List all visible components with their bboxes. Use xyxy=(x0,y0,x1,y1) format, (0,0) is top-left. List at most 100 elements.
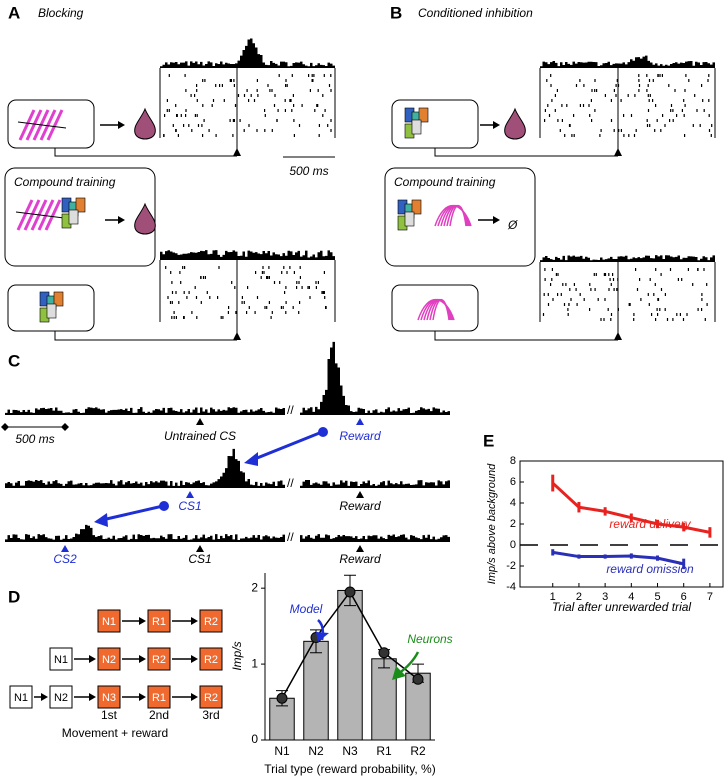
arrow-head xyxy=(118,121,125,129)
y-tick-label: 8 xyxy=(510,455,516,467)
spike-histogram xyxy=(300,534,450,542)
ordinal-label: 3rd xyxy=(202,708,219,722)
y-axis-label: Imp/s above background xyxy=(486,463,498,584)
diagram-node xyxy=(49,685,73,709)
bar xyxy=(371,658,397,741)
stimulus-stripe xyxy=(39,109,57,141)
spike-histogram xyxy=(540,55,715,68)
arrow-head xyxy=(89,655,96,663)
stimulus-block xyxy=(418,107,429,123)
arrow-head xyxy=(41,693,48,701)
scale-end xyxy=(61,423,69,431)
stimulus-stripe xyxy=(23,199,41,231)
event-marker xyxy=(61,545,69,552)
raster-dots xyxy=(542,268,708,321)
stimulus-line xyxy=(15,211,65,219)
node-label: N1 xyxy=(54,654,68,666)
stimulus-block xyxy=(411,119,422,135)
spike-histogram xyxy=(160,38,335,68)
bracket xyxy=(54,148,237,157)
y-axis-label: Imp/s xyxy=(230,641,244,670)
event-marker xyxy=(186,491,194,498)
node-label: N2 xyxy=(102,654,116,666)
raster-dots xyxy=(163,74,332,137)
event-marker xyxy=(233,332,241,340)
event-marker xyxy=(196,418,204,425)
annotation: Neurons xyxy=(407,632,452,646)
panel-label: D xyxy=(8,587,20,606)
x-tick-label: R2 xyxy=(410,744,426,758)
y-tick-label: 4 xyxy=(510,497,516,509)
diagram-node xyxy=(199,685,223,709)
arrow-origin xyxy=(159,501,169,511)
y-tick-label: 0 xyxy=(251,732,258,746)
diagram-node xyxy=(97,685,121,709)
spike-histogram xyxy=(5,448,285,488)
diagram-node xyxy=(147,609,171,633)
arrow-head xyxy=(89,693,96,701)
diagram-node xyxy=(147,647,171,671)
stimulus-stripe xyxy=(25,109,43,141)
bracket xyxy=(434,331,618,341)
event-label: Reward xyxy=(339,429,381,443)
arrow xyxy=(101,504,164,522)
y-tick-label: 2 xyxy=(251,580,258,594)
stimulus-scribble xyxy=(432,299,450,321)
stimulus-block xyxy=(68,209,79,225)
spike-histogram xyxy=(5,524,285,542)
model-point xyxy=(344,586,356,598)
node-label: R2 xyxy=(204,616,218,628)
compound-box xyxy=(4,167,156,267)
stimulus-stripe xyxy=(37,199,55,231)
compound-box xyxy=(384,167,536,267)
stimulus-box xyxy=(7,99,95,149)
diagram-node xyxy=(97,609,121,633)
event-marker xyxy=(614,148,622,156)
reward-drop xyxy=(134,107,156,140)
stimulus-line xyxy=(17,121,67,129)
bracket xyxy=(434,148,618,157)
stimulus-stripe xyxy=(46,109,64,141)
event-marker xyxy=(356,418,364,425)
x-tick-label: 1 xyxy=(550,591,556,603)
bar xyxy=(303,640,329,741)
diagram-node xyxy=(147,685,171,709)
ordinal-label: 1st xyxy=(101,708,118,722)
annotation: Model xyxy=(290,602,323,616)
bar xyxy=(405,672,431,741)
event-marker xyxy=(356,545,364,552)
annotation-arrow-head xyxy=(392,666,406,680)
spike-histogram xyxy=(160,250,335,260)
reward-drop xyxy=(504,107,526,140)
stimulus-stripe xyxy=(44,199,62,231)
diagram-caption: Movement + reward xyxy=(62,726,168,740)
x-tick-label: 6 xyxy=(681,591,687,603)
event-marker xyxy=(614,332,622,340)
x-tick-label: 2 xyxy=(576,591,582,603)
arrow-head xyxy=(118,216,125,224)
x-axis-label: Trial after unrewarded trial xyxy=(552,600,692,614)
stimulus-block xyxy=(75,197,86,213)
series-label: reward delivery xyxy=(609,517,691,531)
compound-label: Compound training xyxy=(14,175,116,189)
arrow-origin xyxy=(318,427,328,437)
y-tick-label: 6 xyxy=(510,476,516,488)
event-label: Reward xyxy=(339,499,381,513)
x-tick-label: N3 xyxy=(342,744,358,758)
arrow-head xyxy=(493,216,500,224)
raster-dots xyxy=(544,74,713,137)
null-symbol: Ø xyxy=(507,218,518,232)
spike-histogram xyxy=(300,480,450,488)
arrow-head xyxy=(191,617,198,625)
model-point xyxy=(378,647,390,659)
stimulus-block xyxy=(411,199,422,215)
x-tick-label: 3 xyxy=(602,591,608,603)
node-label: N3 xyxy=(102,692,116,704)
event-label: CS1 xyxy=(188,552,211,566)
arrow-head xyxy=(244,452,258,466)
x-tick-label: R1 xyxy=(376,744,392,758)
event-label: CS1 xyxy=(178,499,201,513)
node-label: N1 xyxy=(14,692,28,704)
x-tick-label: 5 xyxy=(654,591,660,603)
